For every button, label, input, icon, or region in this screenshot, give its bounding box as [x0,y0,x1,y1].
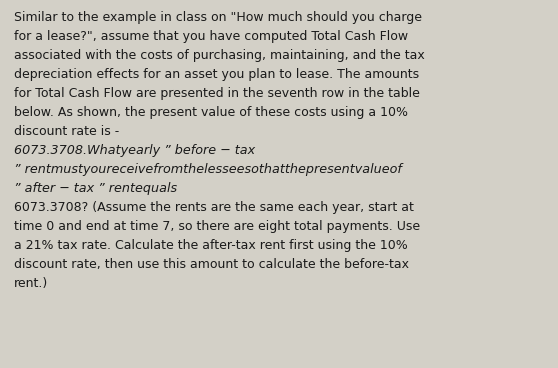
Text: discount rate is -: discount rate is - [14,125,119,138]
Text: associated with the costs of purchasing, maintaining, and the tax: associated with the costs of purchasing,… [14,49,425,62]
Text: 6073.3708.Whatyearly ” before − tax: 6073.3708.Whatyearly ” before − tax [14,144,255,157]
Text: a 21% tax rate. Calculate the after-tax rent first using the 10%: a 21% tax rate. Calculate the after-tax … [14,239,408,252]
Text: discount rate, then use this amount to calculate the before-tax: discount rate, then use this amount to c… [14,258,409,271]
Text: for a lease?", assume that you have computed Total Cash Flow: for a lease?", assume that you have comp… [14,30,408,43]
Text: ” rentmustyoureceivefromthelesseesothatthepresentvalueof: ” rentmustyoureceivefromthelesseesothatt… [14,163,402,176]
Text: time 0 and end at time 7, so there are eight total payments. Use: time 0 and end at time 7, so there are e… [14,220,420,233]
Text: rent.): rent.) [14,277,48,290]
Text: for Total Cash Flow are presented in the seventh row in the table: for Total Cash Flow are presented in the… [14,87,420,100]
Text: 6073.3708? (Assume the rents are the same each year, start at: 6073.3708? (Assume the rents are the sam… [14,201,414,214]
Text: Similar to the example in class on "How much should you charge: Similar to the example in class on "How … [14,11,422,24]
Text: depreciation effects for an asset you plan to lease. The amounts: depreciation effects for an asset you pl… [14,68,419,81]
Text: below. As shown, the present value of these costs using a 10%: below. As shown, the present value of th… [14,106,408,119]
Text: ” after − tax ” rentequals: ” after − tax ” rentequals [14,182,177,195]
